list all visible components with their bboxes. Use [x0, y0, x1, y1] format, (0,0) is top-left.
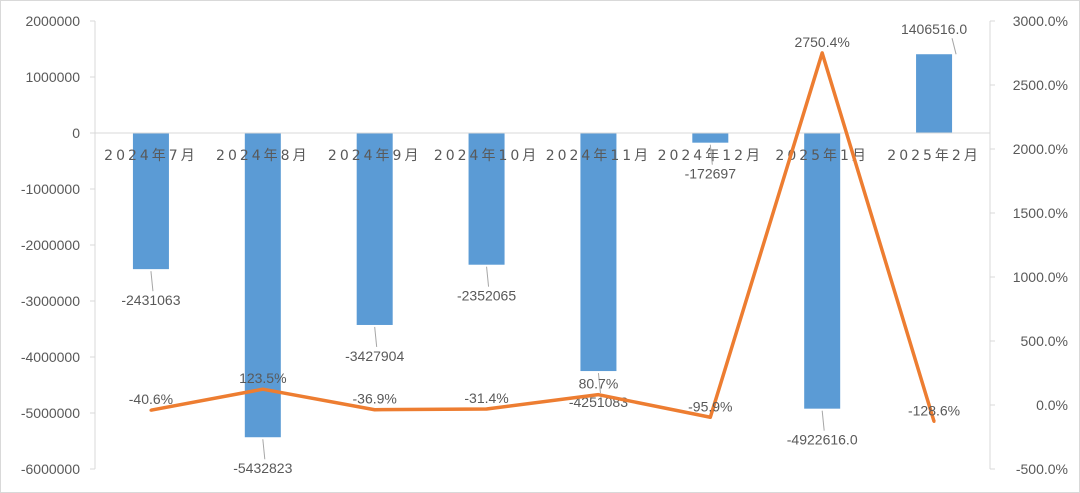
right-axis-tick-label: 1500.0%	[1013, 205, 1068, 221]
left-axis-tick-label: 2000000	[25, 13, 80, 29]
line-data-label: -36.9%	[353, 391, 397, 407]
line-point	[596, 393, 600, 397]
bar-data-label: -2431063	[121, 292, 180, 308]
bar-data-label: -3427904	[345, 348, 404, 364]
line-point	[820, 51, 824, 55]
line-data-label: -128.6%	[908, 402, 960, 418]
category-label: 2024年9月	[328, 148, 422, 164]
left-axis-tick-label: -6000000	[21, 461, 80, 477]
bar-label-leader	[150, 271, 154, 292]
line-data-label: 80.7%	[579, 376, 619, 392]
line-point	[261, 387, 265, 391]
left-axis-tick-label: -3000000	[21, 293, 80, 309]
line-path	[150, 51, 936, 422]
bar-label-leader	[709, 144, 713, 165]
bar-data-label: -2352065	[457, 288, 516, 304]
line-point	[485, 407, 489, 411]
bar	[356, 133, 393, 325]
line-point	[932, 419, 936, 423]
right-axis-tick-label: 2500.0%	[1013, 77, 1068, 93]
left-axis: 2000000 1000000 0 -1000000 -2000000 -3000000 -…	[21, 13, 96, 477]
line-data-label: 123.5%	[239, 370, 286, 386]
bar	[132, 133, 169, 270]
bar	[916, 54, 953, 133]
right-axis: 3000.0% 2500.0% 2000.0% 1500.0% 1000.0% 500.0…	[989, 13, 1068, 477]
bar-data-label: 1406516.0	[901, 21, 967, 37]
category-label: 2024年10月	[434, 148, 539, 164]
line-data-label: -40.6%	[129, 391, 173, 407]
category-label: 2024年11月	[546, 148, 651, 164]
bar	[580, 133, 617, 372]
bar-label-leader	[374, 326, 378, 348]
left-axis-tick-label: -2000000	[21, 237, 80, 253]
bar-label-leader	[951, 38, 957, 55]
right-axis-tick-label: 1000.0%	[1013, 269, 1068, 285]
right-axis-tick-label: 3000.0%	[1013, 13, 1068, 29]
right-axis-tick-label: 500.0%	[1021, 333, 1068, 349]
left-axis-tick-label: 1000000	[25, 69, 80, 85]
bar-data-label: -5432823	[233, 460, 292, 476]
category-label: 2024年7月	[104, 148, 198, 164]
line-data-labels: -40.6% 123.5% -36.9% -31.4% 80.7% -95.9% 2750.…	[129, 34, 960, 419]
left-axis-tick-label: -1000000	[21, 181, 80, 197]
bar-data-label: -4922616.0	[787, 432, 858, 448]
left-axis-tick-label: -4000000	[21, 349, 80, 365]
right-axis-tick-label: 2000.0%	[1013, 141, 1068, 157]
right-axis-tick-label: -500.0%	[1016, 461, 1068, 477]
category-labels: 2024年7月 2024年8月 2024年9月 2024年10月 2024年11月 202…	[104, 148, 981, 164]
line-point	[149, 408, 153, 412]
line-data-label: -31.4%	[464, 390, 508, 406]
bar-data-label: -172697	[685, 166, 737, 182]
line-data-label: 2750.4%	[795, 34, 850, 50]
line-point	[708, 415, 712, 419]
bar-series	[132, 54, 953, 438]
category-label: 2024年12月	[658, 148, 763, 164]
left-axis-tick-label: -5000000	[21, 405, 80, 421]
bar	[804, 133, 841, 409]
bar	[468, 133, 505, 265]
bar-label-leader	[486, 266, 490, 287]
bar-label-leader	[262, 439, 266, 460]
category-label: 2025年2月	[887, 148, 981, 164]
line-point	[373, 408, 377, 412]
left-axis-tick-label: 0	[72, 125, 80, 141]
bar	[244, 133, 281, 438]
right-axis-tick-label: 0.0%	[1036, 397, 1068, 413]
bar-label-leader	[821, 410, 825, 431]
bar-label-leader	[597, 373, 601, 394]
category-label: 2025年1月	[775, 148, 869, 164]
category-label: 2024年8月	[216, 148, 310, 164]
bar	[692, 133, 729, 143]
line-series	[149, 51, 936, 423]
line-data-label: -95.9%	[688, 398, 732, 414]
